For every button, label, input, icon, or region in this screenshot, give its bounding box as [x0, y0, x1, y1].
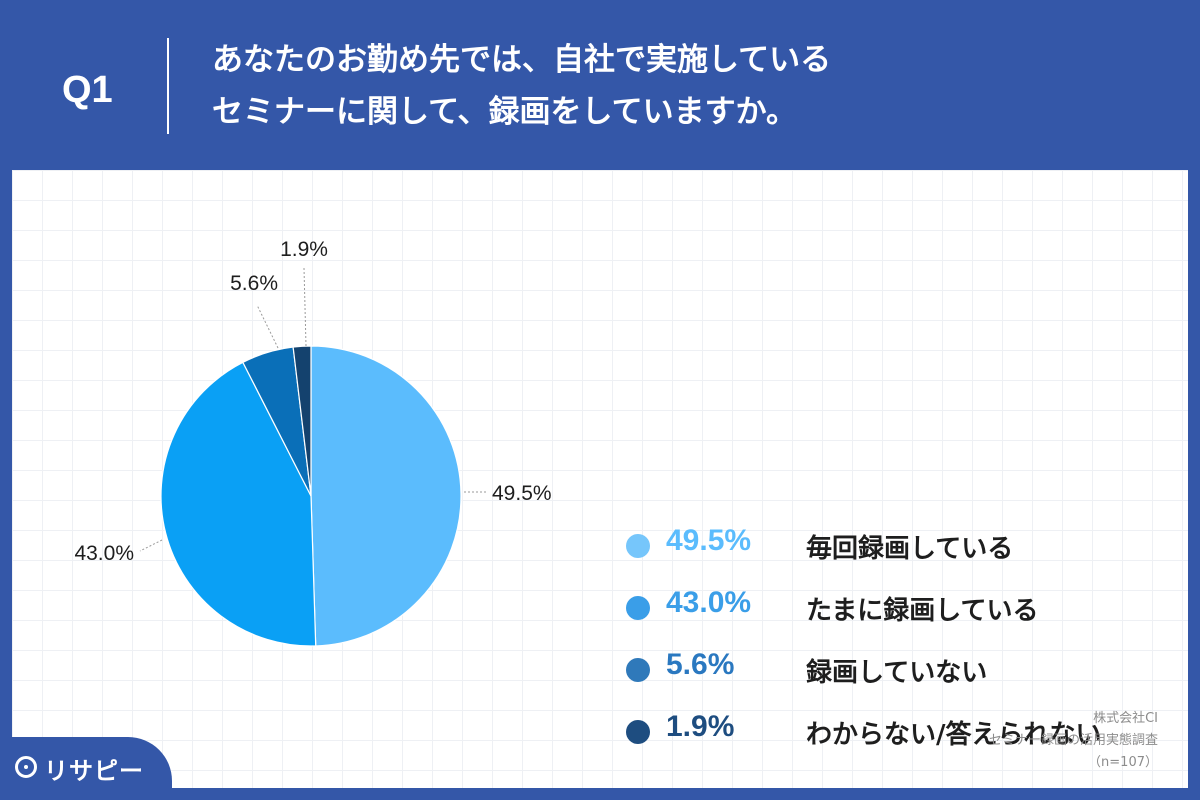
brand-name: リサピー — [44, 757, 144, 785]
data-label-every-time: 49.5% — [492, 482, 552, 505]
legend-label: 録画していない — [806, 658, 988, 688]
chart-panel: 49.5% 43.0% 5.6% 1.9% 49.5% 毎回録画している 43.0% … — [12, 170, 1188, 788]
source-survey: セミナー録画の活用実態調査 — [988, 733, 1158, 748]
legend-dot-icon — [626, 534, 650, 558]
question-text: あなたのお勤め先では、自社で実施している セミナーに関して、録画をしていますか。 — [212, 34, 1172, 138]
leader-line-not-recording — [256, 304, 279, 349]
legend-dot-icon — [626, 720, 650, 744]
legend: 49.5% 毎回録画している 43.0% たまに録画している 5.6% 録画して… — [622, 518, 1182, 766]
legend-percent: 49.5% — [666, 524, 752, 557]
pie-chart: 49.5% 43.0% 5.6%1.9% — [74, 238, 552, 647]
legend-item: 1.9% わからない/答えられない — [622, 704, 1182, 766]
legend-percent: 5.6% — [666, 648, 735, 681]
legend-dot-icon — [626, 596, 650, 620]
legend-label: わからない/答えられない — [806, 720, 1102, 750]
map-pin-icon — [15, 756, 37, 778]
legend-item: 5.6% 録画していない — [622, 642, 1182, 704]
header: Q1 あなたのお勤め先では、自社で実施している セミナーに関して、録画をしていま… — [0, 0, 1200, 170]
data-label-not-recording: 5.6% — [230, 272, 278, 295]
source-sample-size: （n=107） — [1088, 755, 1158, 770]
legend-label: たまに録画している — [806, 596, 1039, 626]
legend-dot-icon — [626, 658, 650, 682]
pie-slice-sometimes — [160, 361, 317, 647]
legend-percent: 1.9% — [666, 710, 735, 743]
leader-line-unknown — [303, 267, 307, 347]
question-line-1: あなたのお勤め先では、自社で実施している — [212, 42, 832, 78]
header-divider — [167, 38, 169, 134]
legend-item: 49.5% 毎回録画している — [622, 518, 1182, 580]
source-note: 株式会社CI セミナー録画の活用実態調査 （n=107） — [858, 708, 1158, 774]
data-label-unknown: 1.9% — [280, 238, 328, 261]
leader-line-sometimes — [139, 539, 163, 552]
data-label-sometimes: 43.0% — [74, 542, 134, 565]
brand-logo: リサピー — [0, 737, 172, 800]
question-line-2: セミナーに関して、録画をしていますか。 — [212, 94, 797, 130]
pie-slice-unknown — [292, 345, 312, 497]
legend-percent: 43.0% — [666, 586, 752, 619]
question-number: Q1 — [62, 69, 113, 111]
source-company: 株式会社CI — [1093, 711, 1158, 726]
legend-label: 毎回録画している — [806, 534, 1014, 564]
pie-slice-every-time — [310, 345, 462, 647]
legend-item: 43.0% たまに録画している — [622, 580, 1182, 642]
